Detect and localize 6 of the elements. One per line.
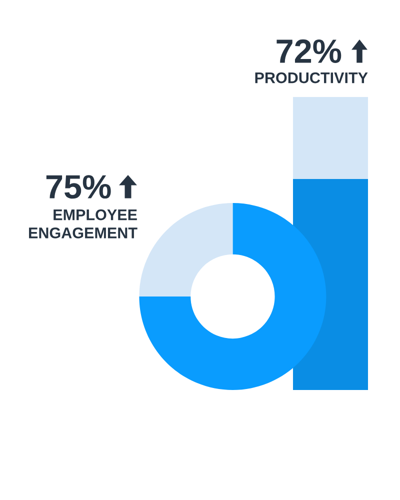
chart-title: 75% (46, 175, 111, 199)
donut-slice (139, 203, 326, 390)
chart-title: 72% (276, 39, 342, 63)
text: EMPLOYEE ENGAGEMENT (29, 209, 138, 238)
donut-slice (139, 203, 233, 296)
chart-subtitle: PRODUCTIVITY (255, 72, 368, 84)
